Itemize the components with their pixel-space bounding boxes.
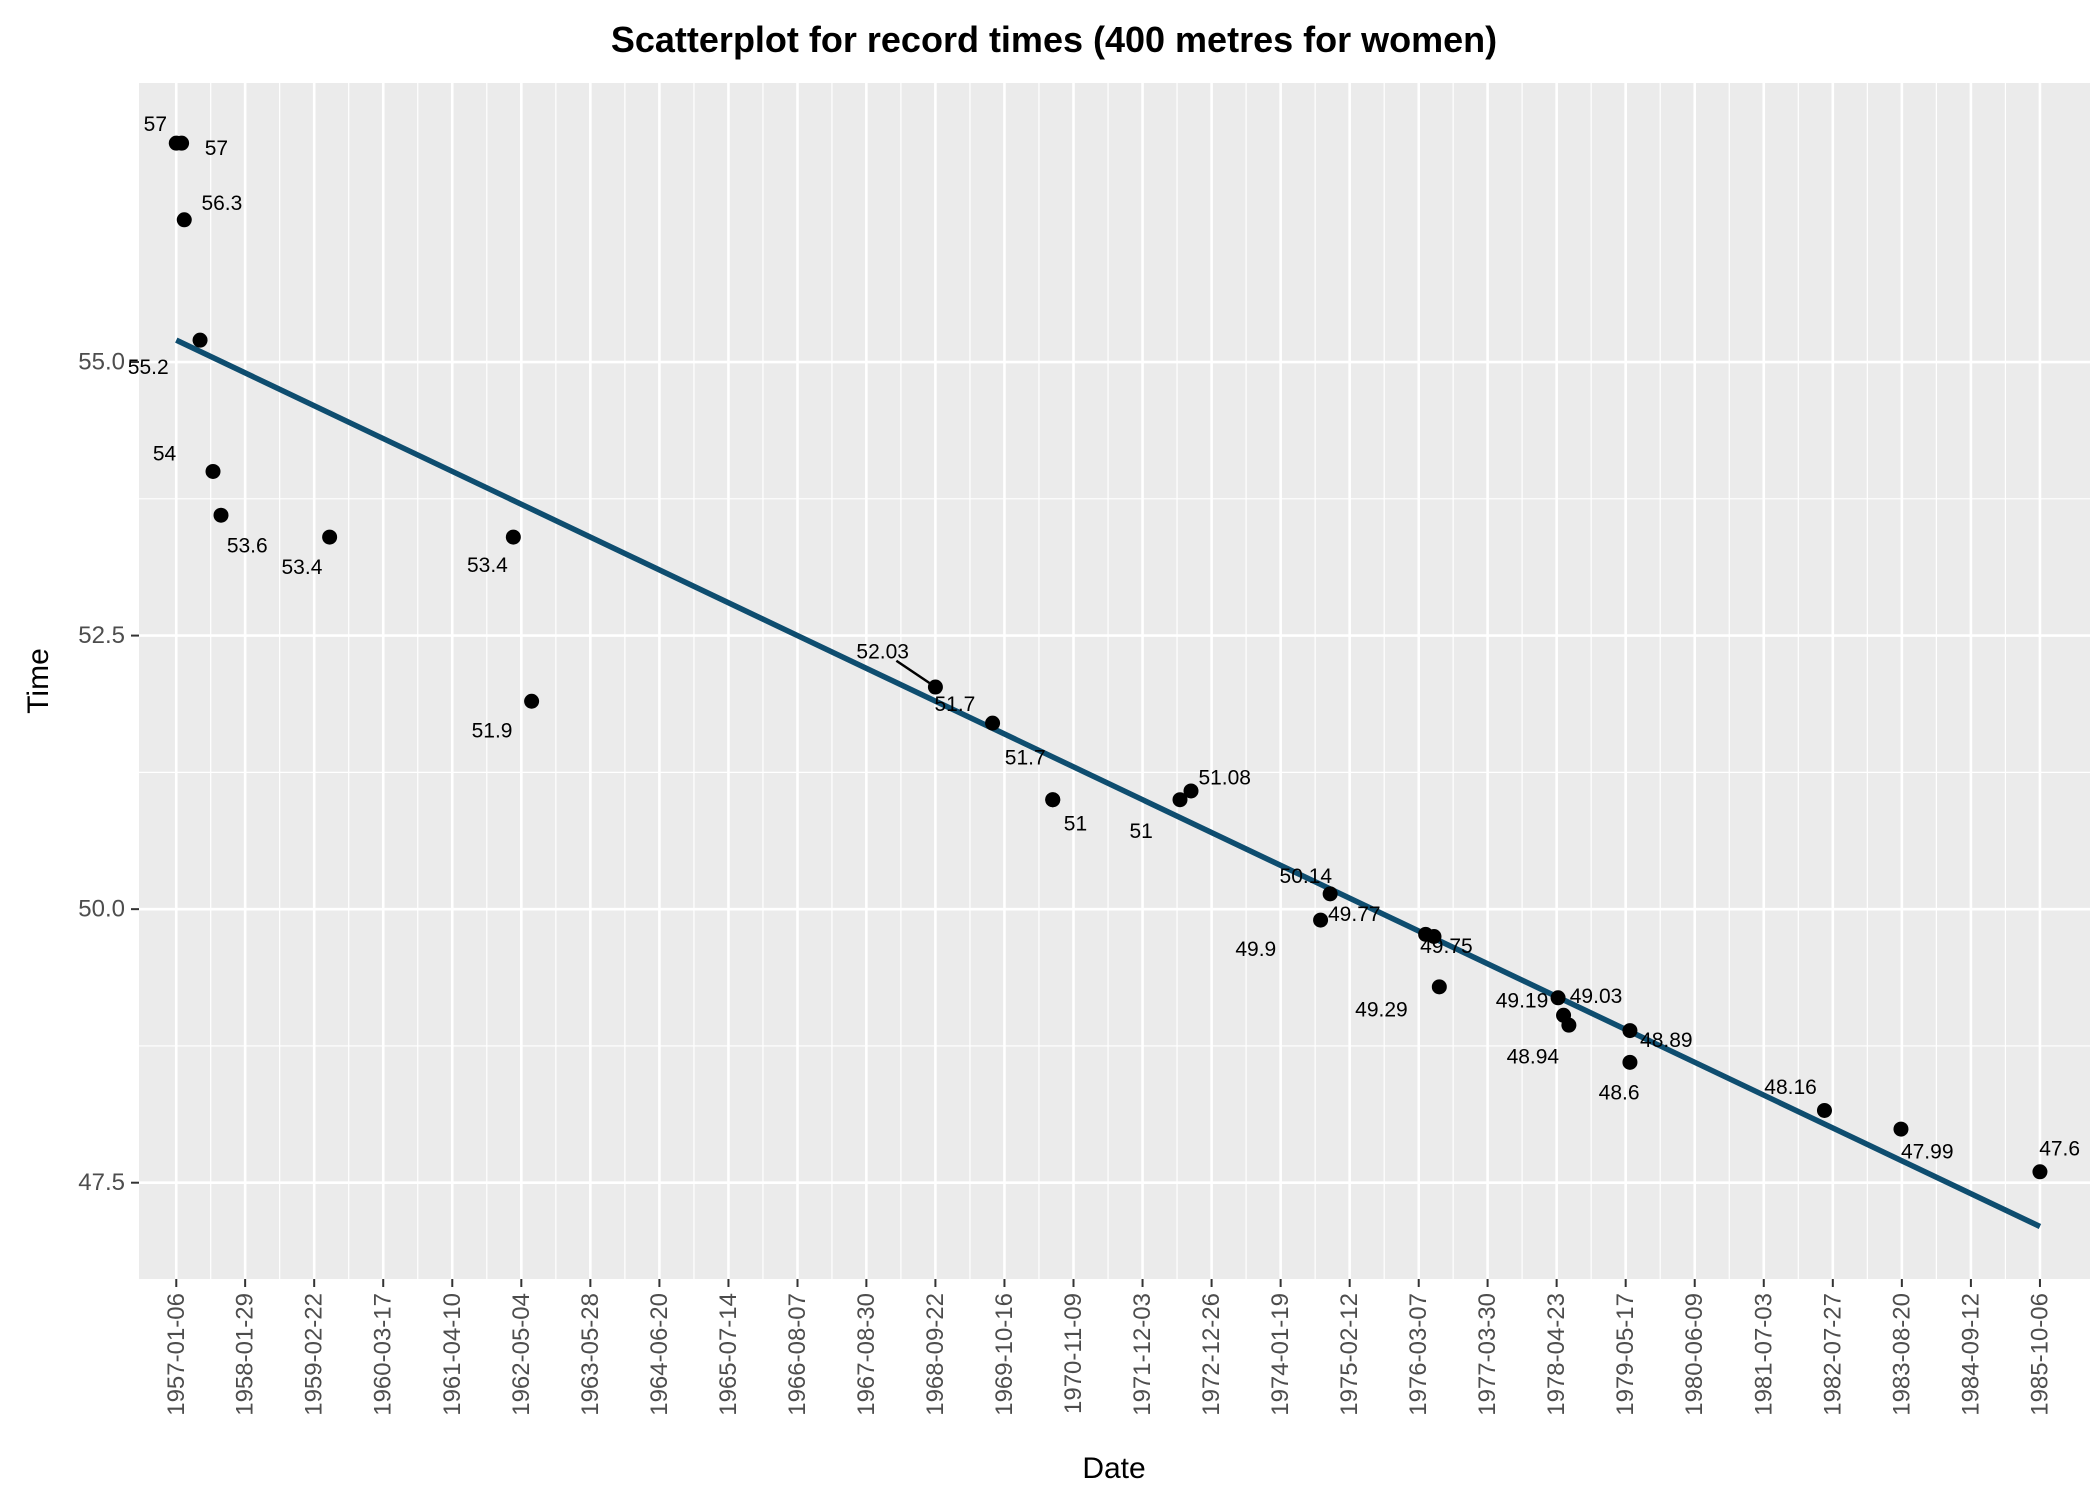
- point-label: 47.99: [1901, 1141, 1954, 1164]
- x-tick-label: 1968-09-22: [922, 1293, 949, 1416]
- x-tick-label: 1985-10-06: [2026, 1293, 2053, 1416]
- y-axis-title: Time: [22, 648, 55, 714]
- data-point: [1313, 912, 1329, 928]
- chart-title: Scatterplot for record times (400 metres…: [611, 19, 1497, 60]
- point-label: 49.77: [1328, 903, 1381, 926]
- point-label: 53.4: [467, 554, 508, 577]
- data-point: [1550, 990, 1566, 1006]
- data-point: [505, 529, 521, 545]
- data-point: [1893, 1121, 1909, 1137]
- point-label: 49.9: [1235, 938, 1276, 961]
- y-tick-label: 52.5: [78, 622, 125, 649]
- point-label: 51: [1129, 820, 1152, 843]
- point-label: 47.6: [2039, 1137, 2080, 1160]
- trend-line: [175, 337, 2042, 1229]
- x-tick-label: 1982-07-27: [1819, 1293, 1846, 1416]
- x-tick-label: 1970-11-09: [1060, 1293, 1087, 1414]
- x-tick-label: 1957-01-06: [163, 1293, 190, 1416]
- x-tick-label: 1959-02-22: [301, 1293, 328, 1416]
- data-points: [168, 135, 2048, 1180]
- point-label: 57: [144, 113, 167, 136]
- point-label: 51.08: [1198, 766, 1251, 789]
- x-tick-label: 1961-04-10: [439, 1293, 466, 1416]
- x-tick-label: 1964-06-20: [646, 1293, 673, 1416]
- x-tick-label: 1962-05-04: [508, 1293, 535, 1416]
- y-axis-ticks: 47.5 50.0 52.5 55.0: [78, 349, 139, 1196]
- point-label: 55.2: [128, 356, 169, 379]
- point-label: 49.29: [1355, 998, 1408, 1021]
- point-label: 48.16: [1764, 1076, 1817, 1099]
- y-tick-label: 55.0: [78, 349, 125, 376]
- point-label: 54: [153, 442, 177, 465]
- point-label: 53.6: [227, 534, 268, 557]
- x-tick-label: 1974-01-19: [1267, 1293, 1294, 1416]
- point-label: 56.3: [201, 192, 242, 215]
- x-tick-label: 1963-05-28: [577, 1293, 604, 1416]
- x-tick-label: 1980-06-09: [1681, 1293, 1708, 1416]
- point-label: 57: [205, 137, 228, 160]
- data-point: [1183, 783, 1199, 799]
- x-tick-label: 1984-09-12: [1957, 1293, 1984, 1416]
- data-point: [1622, 1054, 1638, 1070]
- data-point: [1172, 792, 1188, 808]
- x-axis-title: Date: [1082, 1452, 1145, 1485]
- data-point: [1816, 1102, 1832, 1118]
- data-point: [524, 693, 540, 709]
- x-tick-label: 1958-01-29: [232, 1293, 259, 1416]
- point-label: 51.9: [472, 719, 513, 742]
- data-point: [205, 463, 221, 479]
- data-point: [2032, 1164, 2048, 1180]
- x-tick-label: 1966-08-07: [784, 1293, 811, 1416]
- x-tick-label: 1965-07-14: [715, 1293, 742, 1416]
- point-label: 51.7: [1005, 747, 1046, 770]
- x-tick-label: 1960-03-17: [370, 1293, 397, 1416]
- y-tick-label: 47.5: [78, 1169, 125, 1196]
- point-label: 49.03: [1570, 985, 1623, 1008]
- point-label: 48.94: [1507, 1045, 1560, 1068]
- x-tick-label: 1969-10-16: [991, 1293, 1018, 1416]
- point-label: 52.03: [856, 641, 909, 664]
- data-point: [174, 135, 190, 151]
- x-tick-label: 1981-07-03: [1750, 1293, 1777, 1416]
- data-point: [213, 507, 229, 523]
- data-point: [985, 715, 1001, 731]
- data-point: [1622, 1023, 1638, 1039]
- point-label: 48.89: [1640, 1029, 1693, 1052]
- x-tick-label: 1972-12-26: [1198, 1293, 1225, 1416]
- label-connector: [895, 659, 937, 689]
- y-tick-label: 50.0: [78, 896, 125, 923]
- x-tick-label: 1978-04-23: [1543, 1293, 1570, 1416]
- data-point: [192, 332, 208, 348]
- data-point: [1561, 1017, 1577, 1033]
- point-label: 51.7: [934, 693, 975, 716]
- data-point: [176, 212, 192, 228]
- x-tick-label: 1975-02-12: [1336, 1293, 1363, 1416]
- x-tick-label: 1971-12-03: [1129, 1293, 1156, 1416]
- x-tick-label: 1977-03-30: [1474, 1293, 1501, 1416]
- x-tick-label: 1983-08-20: [1888, 1293, 1915, 1416]
- x-tick-label: 1976-03-07: [1405, 1293, 1432, 1416]
- point-label: 49.19: [1496, 990, 1549, 1013]
- x-tick-label: 1979-05-17: [1612, 1293, 1639, 1416]
- grid-lines: [139, 83, 2090, 1279]
- point-labels: 57 57 56.3 55.2 54 53.6 53.4 53.4 51.9 52.03 51.7 5…: [128, 113, 2080, 1163]
- x-tick-label: 1967-08-30: [853, 1293, 880, 1416]
- point-label: 51: [1064, 812, 1087, 835]
- data-point: [322, 529, 338, 545]
- data-point: [1045, 792, 1061, 808]
- data-point: [1426, 929, 1442, 945]
- point-label: 49.75: [1420, 935, 1473, 958]
- data-point: [1322, 886, 1338, 902]
- trend-line-group: [175, 337, 2042, 1229]
- x-axis-ticks: 1957-01-06 1958-01-29 1959-02-22 1960-03-17…: [163, 1279, 2053, 1416]
- point-label: 48.6: [1599, 1081, 1640, 1104]
- point-label: 53.4: [282, 556, 323, 579]
- data-point: [1431, 979, 1447, 995]
- plot-panel: [139, 83, 2090, 1279]
- point-label: 50.14: [1280, 865, 1333, 888]
